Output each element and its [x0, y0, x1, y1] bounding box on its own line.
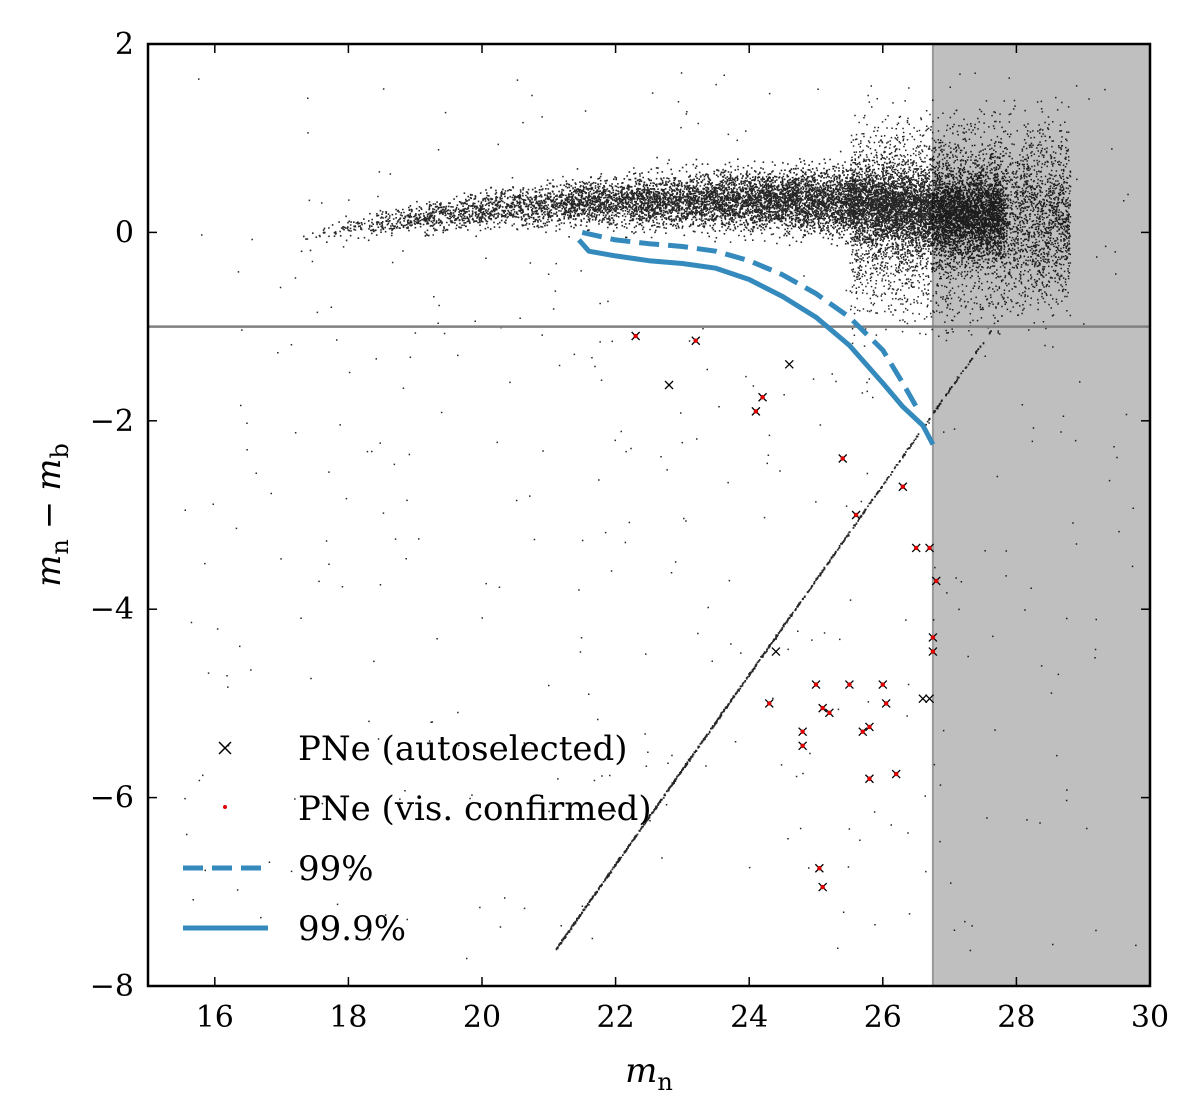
shaded-region	[931, 44, 1150, 986]
y-axis-label-minus: −	[29, 501, 69, 530]
legend-label-999: 99.9%	[298, 909, 406, 949]
x-tick-label: 28	[997, 1000, 1035, 1035]
contour-curves	[577, 229, 936, 446]
legend-label-confirmed: PNe (vis. confirmed)	[298, 789, 652, 829]
y-tick-label: −4	[90, 592, 134, 627]
pne-confirmed-point	[847, 682, 852, 687]
legend-x-marker-icon	[218, 741, 232, 755]
pne-confirmed-point	[934, 578, 939, 584]
y-axis-label-m2: m	[29, 458, 69, 490]
pne-confirmed-point	[914, 545, 919, 551]
x-tick-label: 24	[730, 1000, 768, 1035]
plot-frame	[146, 42, 1152, 988]
pne-confirmed-point	[867, 776, 872, 781]
pne-confirmed-point	[820, 884, 825, 890]
pne-auto-point	[771, 647, 781, 657]
pne-confirmed-point	[853, 512, 859, 518]
pne-confirmed-point	[900, 484, 906, 489]
x-tick-label: 30	[1131, 1000, 1169, 1035]
x-axis-label: mn	[625, 1051, 673, 1096]
y-tick-label: −2	[90, 404, 134, 439]
plot-border	[146, 42, 1152, 988]
pne-confirmed-point	[930, 649, 936, 654]
pne-confirmed-point	[800, 729, 805, 734]
pne-confirmed-point	[820, 705, 825, 711]
y-tick-label: −6	[90, 781, 134, 816]
y-axis-label-sub1: n	[46, 539, 74, 554]
pne-confirmed-point	[693, 338, 698, 343]
pne-auto-point	[784, 359, 794, 369]
pne-confirmed-point	[760, 395, 765, 400]
shaded-region-rect	[932, 44, 1150, 986]
y-tick-label: 2	[115, 27, 134, 62]
x-tick-label: 26	[864, 1000, 902, 1035]
curve-99-9	[577, 238, 936, 446]
pne-confirmed-point	[867, 724, 872, 730]
pne-confirmed-point	[753, 409, 759, 414]
legend: PNe (autoselected) PNe (vis. confirmed) …	[183, 729, 652, 949]
legend-label-99: 99%	[298, 849, 374, 889]
axis-ticks: 16 18 20 22 24 26 28 30 −8 −6 −4 −2 0 2	[90, 27, 1169, 1035]
pne-confirmed-point	[817, 866, 822, 871]
legend-entry-999: 99.9%	[183, 909, 406, 949]
x-tick-label: 20	[463, 1000, 501, 1035]
legend-entry-99: 99%	[183, 849, 374, 889]
legend-entry-autoselected: PNe (autoselected)	[218, 729, 628, 769]
pne-confirmed-point	[893, 771, 899, 777]
pne-confirmed-point	[840, 456, 845, 461]
legend-entry-confirmed: PNe (vis. confirmed)	[223, 789, 652, 829]
curve-99	[581, 229, 919, 408]
y-axis-label-sub2: b	[46, 443, 74, 458]
pne-confirmed-point	[927, 545, 932, 551]
pne-confirmed-point	[883, 701, 889, 706]
pne-confirmed-point	[930, 635, 936, 640]
x-axis-label-sub: n	[657, 1068, 672, 1096]
pne-confirmed-point	[800, 743, 805, 748]
pne-confirmed-point	[813, 682, 819, 687]
y-axis-label-m1: m	[29, 555, 69, 587]
y-tick-label: −8	[90, 969, 134, 1004]
pne-auto-point	[664, 380, 674, 390]
pne-auto-point	[925, 694, 935, 704]
y-axis-label: mn−mb	[29, 443, 74, 587]
x-tick-label: 22	[597, 1000, 635, 1035]
pne-confirmed-point	[827, 710, 832, 716]
x-tick-label: 16	[196, 1000, 234, 1035]
pne-confirmed-point	[860, 729, 865, 734]
y-tick-label: 0	[115, 215, 134, 250]
pne-confirmed-point	[767, 701, 772, 706]
pne-confirmed-series	[633, 333, 939, 890]
x-tick-label: 18	[329, 1000, 367, 1035]
pne-confirmed-point	[880, 682, 885, 687]
legend-label-autoselected: PNe (autoselected)	[298, 729, 628, 769]
x-axis-label-main: m	[625, 1051, 657, 1091]
pne-auto-point	[918, 694, 928, 704]
pne-confirmed-point	[633, 333, 638, 339]
legend-dot-marker-icon	[223, 805, 227, 809]
